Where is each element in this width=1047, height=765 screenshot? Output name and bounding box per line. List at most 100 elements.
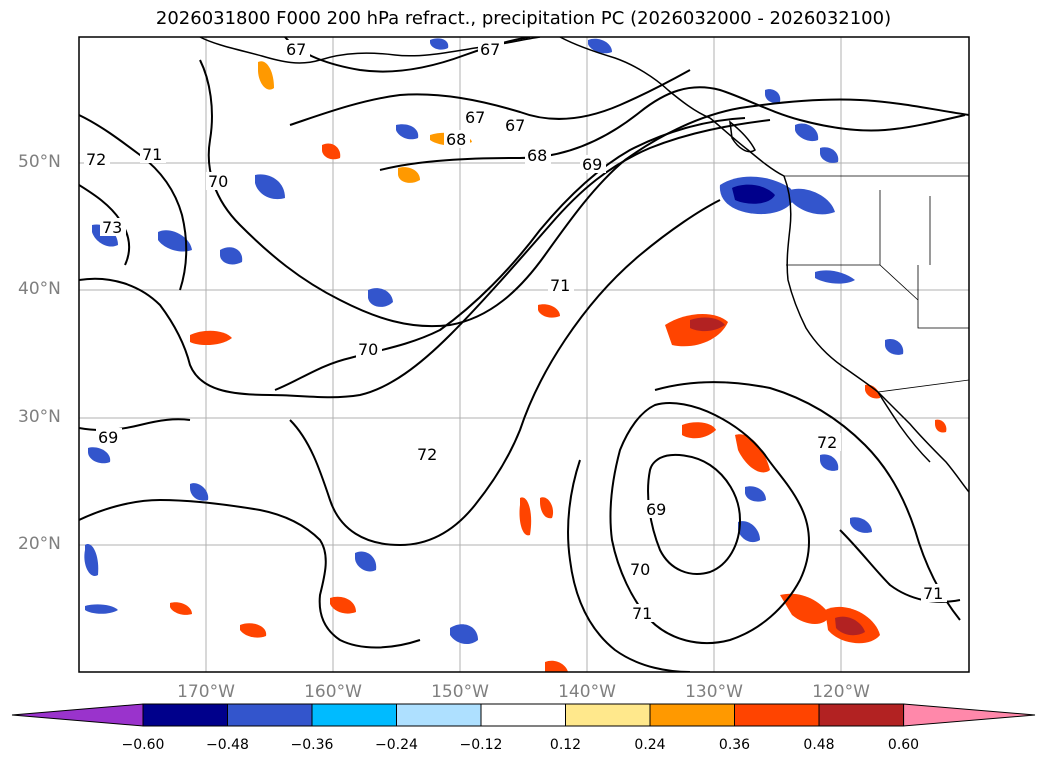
lon-label: 160°W (304, 682, 362, 702)
contour-line (79, 114, 188, 291)
precip-blob (538, 304, 560, 318)
precip-blob (190, 483, 209, 501)
precip-blob (240, 623, 267, 638)
precip-blob (220, 247, 243, 265)
alaska-gulf-coastline (559, 37, 711, 119)
colorbar-segment (649, 703, 735, 727)
lat-label: 20°N (18, 534, 61, 554)
contour-line (199, 59, 969, 328)
contour-line (79, 498, 421, 649)
precip-blob (835, 616, 865, 636)
contour-label: 67 (286, 40, 306, 59)
precip-blob (850, 517, 872, 533)
precip-blob (865, 384, 880, 399)
contour-label: 71 (632, 604, 652, 623)
lat-label: 40°N (18, 279, 61, 299)
colorbar-segment (480, 703, 566, 727)
colorbar (11, 703, 1036, 727)
contour-line (289, 199, 721, 547)
precip-blob (368, 288, 393, 307)
contour-label: 72 (86, 150, 106, 169)
lon-label: 130°W (685, 682, 743, 702)
contour-line (654, 381, 961, 621)
contour-label: 70 (358, 340, 378, 359)
contour-label: 72 (817, 433, 837, 452)
precip-blob (355, 551, 377, 572)
refractivity-contours (79, 37, 969, 672)
colorbar-tick-label: −0.48 (206, 737, 249, 753)
precip-blob (190, 330, 232, 346)
colorbar-tick-label: 0.24 (634, 737, 666, 753)
figure-title: 2026031800 F000 200 hPa refract., precip… (155, 8, 892, 29)
contour-line (274, 117, 746, 391)
precip-blob (540, 497, 554, 519)
colorbar-tick-label: −0.36 (290, 737, 334, 753)
precip-blob (935, 419, 947, 433)
colorbar-segment (227, 703, 313, 727)
precip-blob (690, 317, 725, 332)
lon-label: 140°W (558, 682, 616, 702)
precip-blob (158, 230, 192, 252)
precip-blob (588, 38, 612, 54)
state-borders (784, 175, 969, 393)
contour-line (647, 453, 742, 575)
precip-blob (258, 61, 274, 90)
colorbar-tick-label: −0.60 (121, 737, 165, 753)
map-background (79, 37, 969, 672)
contour-label: 70 (208, 172, 228, 191)
precip-blob (820, 454, 839, 471)
colorbar-tick-label: −0.24 (375, 737, 418, 753)
contour-label: 67 (465, 108, 485, 127)
contour-label: 69 (646, 500, 666, 519)
contour-label: 67 (505, 116, 525, 135)
precip-blob (815, 270, 855, 284)
colorbar-tick-label: 0.48 (803, 737, 835, 753)
precip-blob (682, 422, 716, 439)
colorbar-extend-high (903, 703, 1036, 727)
contour-label: 72 (417, 445, 437, 464)
bc-islands (729, 120, 756, 153)
precip-blob (780, 593, 830, 625)
precip-blob (738, 521, 760, 543)
lon-label: 120°W (812, 682, 870, 702)
precip-blob (255, 174, 285, 200)
contour-label: 68 (446, 130, 466, 149)
contour-label: 69 (582, 155, 602, 174)
precip-blob (735, 434, 770, 473)
precip-blob (398, 167, 420, 183)
precipitation-shading (84, 38, 947, 672)
precip-blob (84, 544, 99, 576)
contour-label: 70 (630, 560, 650, 579)
contour-line (289, 69, 691, 126)
colorbar-segment (396, 703, 482, 727)
contour-line (379, 86, 966, 171)
colorbar-tick-label: 0.36 (718, 737, 751, 753)
precip-blob (765, 89, 781, 103)
contour-label: 71 (550, 276, 570, 295)
contour-line (609, 402, 810, 644)
contour-line (567, 459, 691, 672)
colorbar-segment (565, 703, 651, 727)
contour-label: 68 (527, 146, 547, 165)
baja-coastline (877, 391, 931, 463)
contour-label: 69 (98, 428, 118, 447)
north-america-coastline (709, 117, 969, 493)
colorbar-tick-label: 0.60 (887, 737, 920, 753)
lon-label: 170°W (177, 682, 235, 702)
contour-label: 71 (923, 584, 943, 603)
colorbar-tick-label: 0.12 (549, 737, 582, 753)
precip-blob (430, 38, 449, 50)
precip-blob (396, 124, 419, 140)
precip-blob (322, 143, 341, 160)
colorbar-segment (311, 703, 397, 727)
precip-blob (820, 147, 839, 163)
colorbar-tick-label: −0.12 (459, 737, 503, 753)
precip-blob (790, 188, 835, 215)
precip-blob (85, 604, 118, 614)
precip-blob (330, 596, 356, 614)
lon-label: 150°W (431, 682, 489, 702)
colorbar-extend-low (11, 703, 144, 727)
colorbar-segment (734, 703, 820, 727)
precip-blob (170, 602, 192, 615)
